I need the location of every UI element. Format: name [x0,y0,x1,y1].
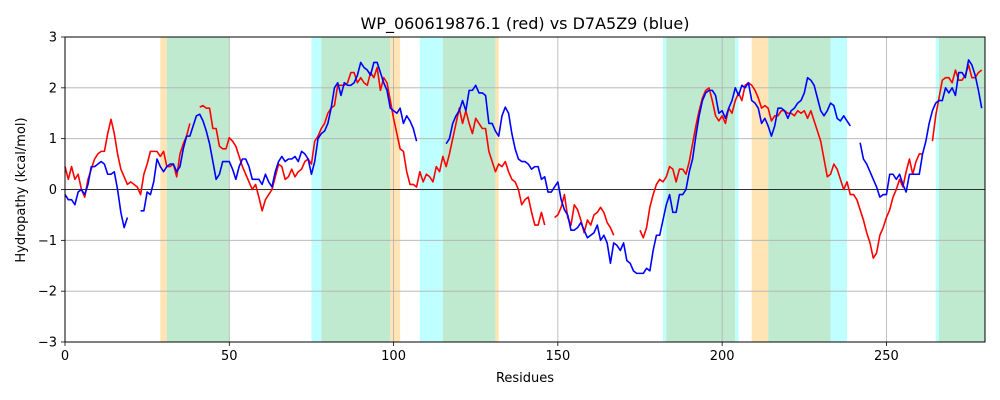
x-tick-label-3: 150 [545,349,570,364]
y-tick-label-3: 0 [49,183,57,198]
series-1-segment-0 [64,160,129,229]
y-tick-label-6: 3 [49,31,57,46]
series-0-segment-3 [639,81,923,259]
y-tick-label-0: −3 [38,336,57,351]
series-0-segment-2 [554,193,615,236]
y-axis-label: Hydropathy (kcal/mol) [14,117,29,262]
x-tick-label-2: 100 [381,349,406,364]
x-tick-label-0: 0 [61,349,69,364]
y-tick-label-1: −2 [38,285,57,300]
x-axis-ticks: 0 50 100 150 200 250 [61,342,899,364]
series-1-segment-3 [859,59,983,198]
series-0-segment-4 [931,64,983,142]
x-axis-label: Residues [496,371,554,386]
y-tick-label-4: 1 [49,132,57,147]
series-lines [64,59,983,275]
series-0-segment-1 [199,66,546,226]
x-tick-label-1: 50 [221,349,238,364]
x-tick-label-5: 250 [874,349,899,364]
y-tick-label-2: −1 [38,234,57,249]
y-tick-label-5: 2 [49,81,57,96]
series-1-segment-2 [445,76,851,275]
y-axis-ticks: −3 −2 −1 0 1 2 3 [38,31,65,351]
series-1-segment-1 [140,61,418,212]
x-tick-label-4: 200 [710,349,735,364]
chart-title: WP_060619876.1 (red) vs D7A5Z9 (blue) [360,14,689,34]
